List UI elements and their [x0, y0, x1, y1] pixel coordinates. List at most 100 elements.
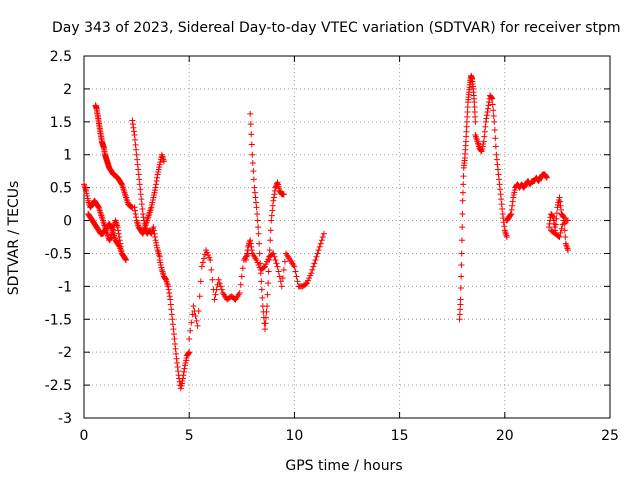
data-point [493, 151, 500, 158]
data-point [458, 273, 465, 280]
data-point [459, 197, 466, 204]
data-point [560, 213, 567, 220]
data-point [499, 210, 506, 217]
data-point [269, 202, 276, 209]
data-point [160, 158, 167, 165]
series-arc-12 [503, 171, 550, 224]
data-point [133, 214, 140, 221]
data-point [499, 206, 506, 213]
data-point [175, 368, 182, 375]
data-point [137, 191, 144, 198]
data-point [252, 194, 259, 201]
data-point [238, 273, 245, 280]
data-point [291, 263, 298, 270]
data-point [263, 308, 270, 315]
data-point [153, 178, 160, 185]
data-point [292, 268, 299, 275]
data-point [310, 263, 317, 270]
y-tick-label: -1.5 [45, 312, 72, 328]
y-tick-labels: -3 -2.5 -2 -1.5 -1 -0.5 0 0.5 1 1.5 2 2.5 [45, 49, 72, 427]
data-point [550, 214, 557, 221]
data-point [482, 123, 489, 130]
data-point [132, 210, 139, 217]
data-point [490, 113, 497, 120]
data-point [268, 212, 275, 219]
data-point [265, 280, 272, 287]
data-point [216, 280, 223, 287]
data-point [133, 151, 140, 158]
data-point [243, 253, 250, 260]
data-point [243, 257, 250, 264]
data-point [549, 213, 556, 220]
y-tick-label: 2.5 [50, 49, 72, 65]
data-point [165, 286, 172, 293]
data-point [259, 294, 266, 301]
data-point [490, 107, 497, 114]
series-arc-5 [131, 151, 167, 237]
data-point [498, 196, 505, 203]
data-point [458, 261, 465, 268]
data-point [151, 230, 158, 237]
data-point [132, 136, 139, 143]
y-tick-label: 1 [63, 148, 72, 164]
data-point [484, 105, 491, 112]
data-point [198, 263, 205, 270]
data-point [213, 286, 220, 293]
data-point [150, 227, 157, 234]
data-point [457, 296, 464, 303]
data-point [152, 184, 159, 191]
data-point [564, 217, 571, 224]
data-point [320, 230, 327, 237]
data-point [153, 181, 160, 188]
data-point [274, 180, 281, 187]
data-point [318, 237, 325, 244]
data-point [508, 206, 515, 213]
data-point [115, 227, 122, 234]
data-point [279, 275, 286, 282]
data-point [267, 237, 274, 244]
data-point [165, 283, 172, 290]
data-point [308, 270, 315, 277]
data-point [503, 234, 510, 240]
y-tick-label: 1.5 [50, 115, 72, 131]
x-tick-label: 0 [80, 428, 89, 444]
data-point [136, 181, 143, 188]
data-point [555, 233, 562, 240]
data-point [543, 173, 550, 180]
data-point [173, 350, 180, 357]
data-point [459, 210, 466, 217]
data-point [170, 326, 177, 333]
x-tick-label: 25 [601, 428, 619, 444]
data-point [171, 336, 178, 343]
data-point [215, 276, 222, 283]
data-point [122, 256, 129, 263]
data-point [264, 303, 271, 310]
data-point [190, 303, 197, 310]
data-point [249, 151, 256, 158]
data-point [180, 372, 187, 379]
x-tick-label: 10 [285, 428, 303, 444]
data-point [135, 166, 142, 173]
series-arc-6 [156, 257, 193, 392]
data-point [501, 223, 508, 230]
data-point [209, 276, 216, 283]
data-point [168, 311, 175, 318]
data-point [154, 174, 161, 181]
data-point [248, 131, 255, 138]
data-point [496, 181, 503, 188]
data-point [169, 321, 176, 328]
data-point [187, 327, 194, 334]
data-point [132, 141, 139, 148]
series-arc-9 [243, 230, 327, 290]
data-point [218, 286, 225, 293]
data-point [309, 266, 316, 273]
data-point [491, 127, 498, 134]
data-point [258, 278, 265, 285]
y-tick-label: -2 [58, 345, 72, 361]
data-point [256, 240, 263, 247]
data-point [457, 285, 464, 292]
data-point [135, 171, 142, 178]
data-point [270, 197, 277, 204]
series-arc-10 [456, 72, 479, 323]
y-tick-label: -1 [58, 279, 72, 295]
